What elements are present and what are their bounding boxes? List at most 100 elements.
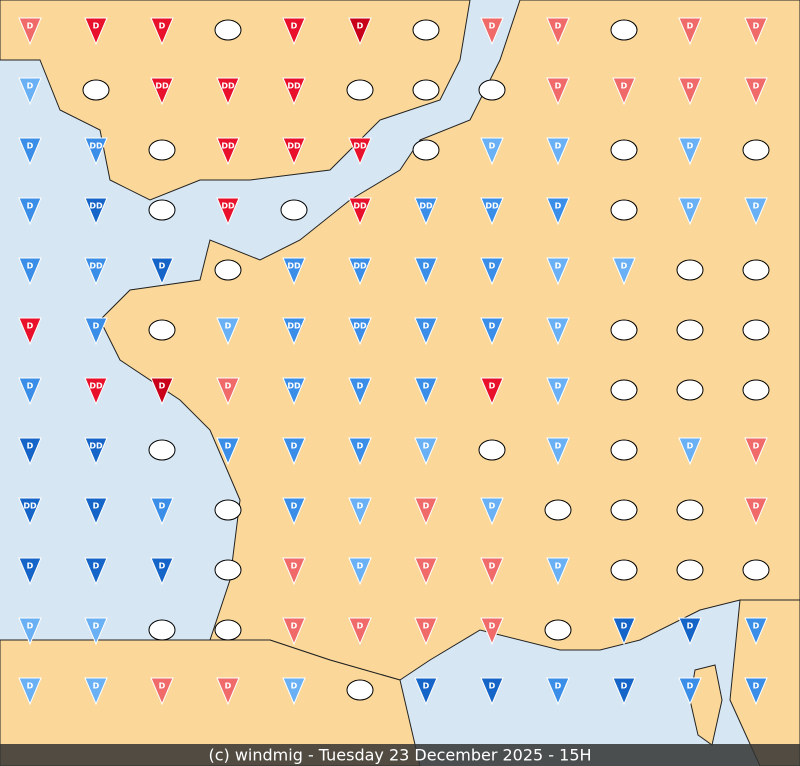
- wind-pennant: D: [678, 137, 702, 166]
- pennant-shape: [150, 497, 174, 526]
- pennant-label: D: [291, 22, 298, 31]
- calm-oval: [742, 139, 770, 161]
- pennant-label: D: [27, 682, 34, 691]
- pennant-shape: [744, 617, 768, 646]
- pennant-shape: [348, 137, 372, 166]
- calm-oval: [346, 79, 374, 101]
- pennant-shape: [678, 137, 702, 166]
- pennant-label: DD: [353, 202, 367, 211]
- pennant-shape: [216, 77, 240, 106]
- wind-pennant: D: [18, 77, 42, 106]
- wind-pennant: D: [18, 17, 42, 46]
- pennant-label: D: [27, 622, 34, 631]
- wind-pennant: DD: [282, 137, 306, 166]
- wind-pennant: D: [150, 497, 174, 526]
- pennant-shape: [84, 257, 108, 286]
- pennant-shape: [678, 17, 702, 46]
- pennant-shape: [18, 377, 42, 406]
- wind-pennant: D: [84, 617, 108, 646]
- pennant-label: D: [555, 22, 562, 31]
- calm-oval: [478, 439, 506, 461]
- wind-pennant: D: [282, 617, 306, 646]
- pennant-label: DD: [89, 382, 103, 391]
- pennant-shape: [414, 197, 438, 226]
- wind-pennant: D: [150, 257, 174, 286]
- calm-oval: [742, 559, 770, 581]
- pennant-shape: [282, 497, 306, 526]
- pennant-label: D: [291, 682, 298, 691]
- pennant-label: D: [753, 682, 760, 691]
- pennant-shape: [84, 617, 108, 646]
- wind-pennant: D: [348, 17, 372, 46]
- calm-oval: [148, 619, 176, 641]
- pennant-shape: [84, 557, 108, 586]
- wind-pennant: D: [282, 557, 306, 586]
- wind-pennant: D: [480, 377, 504, 406]
- pennant-shape: [282, 437, 306, 466]
- pennant-shape: [546, 677, 570, 706]
- wind-pennant: D: [150, 557, 174, 586]
- pennant-shape: [282, 257, 306, 286]
- wind-pennant: D: [348, 437, 372, 466]
- pennant-shape: [744, 497, 768, 526]
- pennant-shape: [678, 617, 702, 646]
- wind-pennant: D: [480, 497, 504, 526]
- pennant-label: DD: [353, 322, 367, 331]
- wind-pennant: D: [546, 197, 570, 226]
- pennant-label: D: [27, 562, 34, 571]
- calm-oval: [676, 379, 704, 401]
- pennant-shape: [84, 437, 108, 466]
- calm-oval: [676, 559, 704, 581]
- calm-oval: [544, 499, 572, 521]
- pennant-label: D: [225, 682, 232, 691]
- pennant-shape: [84, 497, 108, 526]
- pennant-shape: [612, 617, 636, 646]
- pennant-label: D: [423, 562, 430, 571]
- pennant-label: D: [27, 22, 34, 31]
- wind-pennant: D: [150, 377, 174, 406]
- pennant-shape: [150, 17, 174, 46]
- wind-pennant: D: [546, 77, 570, 106]
- pennant-label: D: [357, 22, 364, 31]
- wind-pennant: DD: [282, 317, 306, 346]
- pennant-label: D: [555, 562, 562, 571]
- wind-pennant: D: [546, 317, 570, 346]
- pennant-label: D: [357, 382, 364, 391]
- pennant-shape: [546, 317, 570, 346]
- pennant-shape: [414, 497, 438, 526]
- pennant-label: D: [357, 562, 364, 571]
- wind-pennant: DD: [150, 77, 174, 106]
- pennant-label: D: [357, 442, 364, 451]
- pennant-shape: [612, 257, 636, 286]
- pennant-shape: [18, 137, 42, 166]
- pennant-shape: [216, 677, 240, 706]
- pennant-label: D: [27, 82, 34, 91]
- markers: D D D D D D D D DD DD DD DD D D D DD DD DD DD DD D D DD DD DD DD D…: [18, 17, 770, 706]
- pennant-shape: [744, 77, 768, 106]
- pennant-shape: [480, 557, 504, 586]
- pennant-label: D: [159, 682, 166, 691]
- pennant-label: DD: [155, 82, 169, 91]
- wind-pennant: D: [84, 317, 108, 346]
- pennant-label: D: [93, 22, 100, 31]
- pennant-shape: [18, 497, 42, 526]
- calm-oval: [610, 499, 638, 521]
- pennant-label: D: [423, 622, 430, 631]
- wind-pennant: D: [744, 437, 768, 466]
- calm-oval: [610, 19, 638, 41]
- pennant-shape: [678, 197, 702, 226]
- wind-pennant: D: [546, 437, 570, 466]
- pennant-label: DD: [89, 262, 103, 271]
- pennant-shape: [480, 257, 504, 286]
- pennant-label: D: [27, 322, 34, 331]
- pennant-label: DD: [353, 142, 367, 151]
- pennant-label: DD: [353, 262, 367, 271]
- calm-oval: [742, 319, 770, 341]
- calm-oval: [742, 379, 770, 401]
- wind-pennant: D: [480, 677, 504, 706]
- pennant-shape: [150, 257, 174, 286]
- pennant-shape: [414, 617, 438, 646]
- pennant-label: D: [753, 622, 760, 631]
- calm-oval: [676, 259, 704, 281]
- pennant-label: DD: [287, 382, 301, 391]
